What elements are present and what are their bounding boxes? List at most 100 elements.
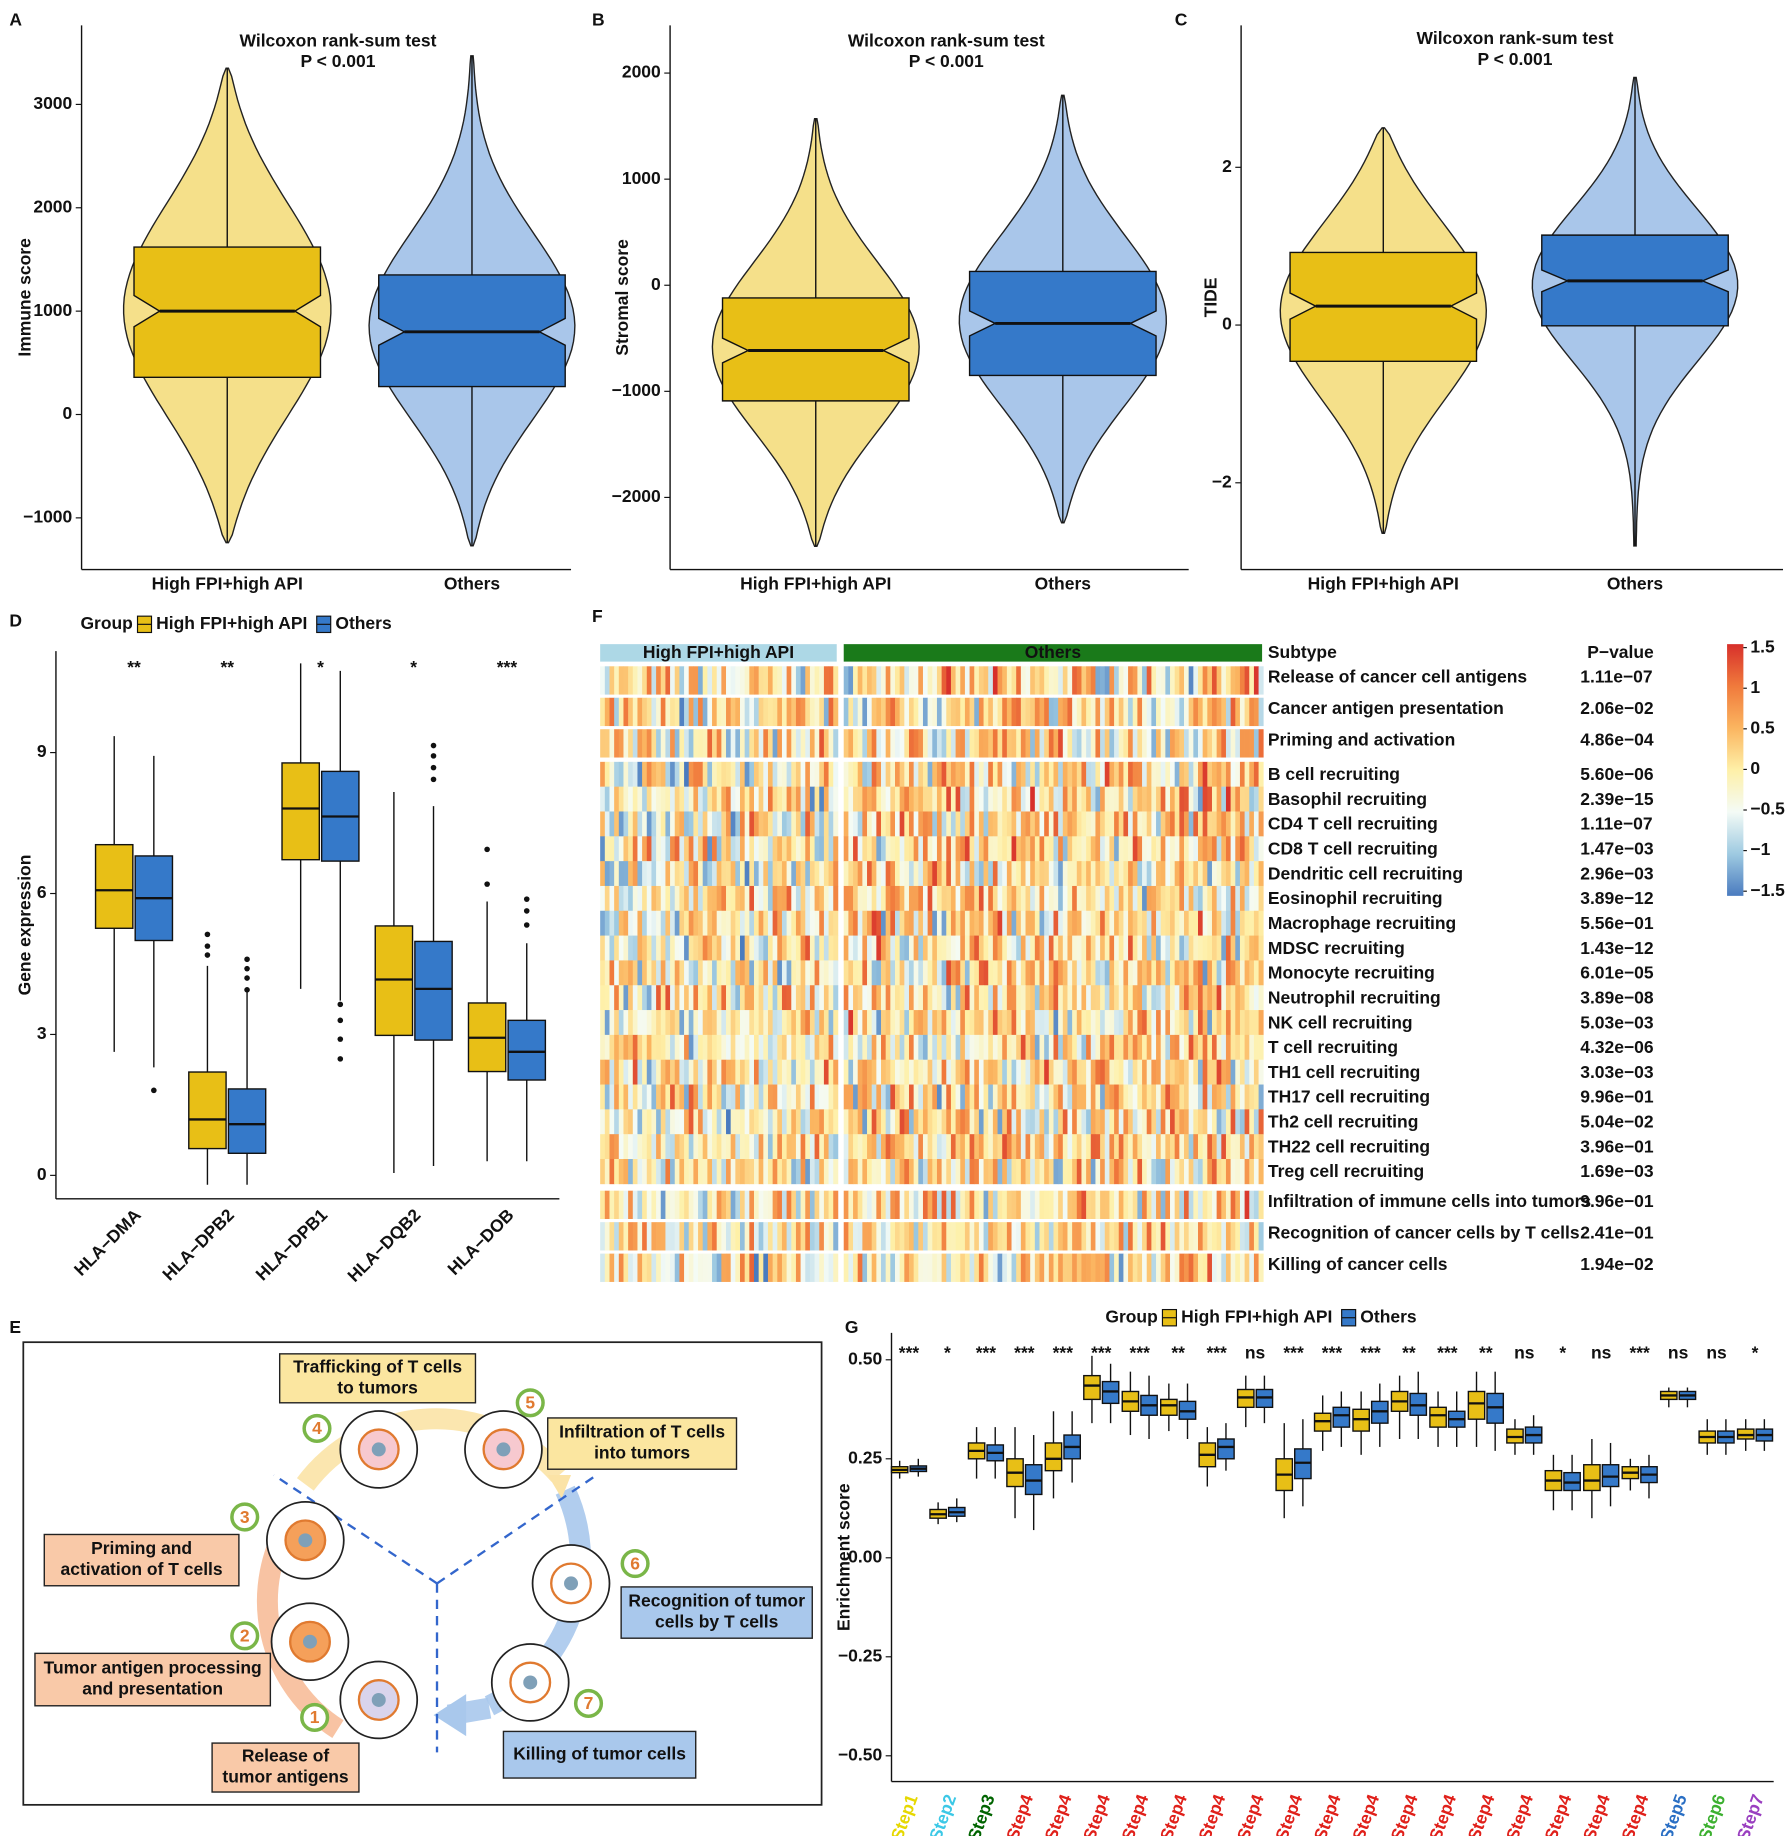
heatmap-cell xyxy=(983,697,989,727)
heatmap-cell xyxy=(604,811,610,837)
heatmap-cell xyxy=(1202,1059,1208,1085)
heatmap-cell xyxy=(604,761,610,788)
heatmap-cell xyxy=(1118,1190,1124,1220)
heatmap-cell xyxy=(1095,697,1101,727)
heatmap-cell xyxy=(983,935,989,961)
heatmap-cell xyxy=(1095,761,1101,788)
heatmap-cell xyxy=(988,836,994,862)
heatmap-cell xyxy=(969,1158,975,1185)
heatmap-cell xyxy=(604,666,610,695)
heatmap-cell xyxy=(1123,1084,1129,1110)
heatmap-cell xyxy=(623,1109,629,1135)
heatmap-cell xyxy=(1160,786,1166,812)
heatmap-cell xyxy=(862,1059,868,1085)
heatmap-cell xyxy=(997,935,1003,961)
heatmap-cell xyxy=(1030,1059,1036,1085)
heatmap-cell xyxy=(895,761,901,788)
heatmap-cell xyxy=(1239,729,1245,758)
heatmap-cell xyxy=(1239,786,1245,812)
heatmap-cell xyxy=(1179,811,1185,837)
heatmap-cell xyxy=(955,1059,961,1085)
heatmap-cell xyxy=(828,985,834,1011)
heatmap-cell xyxy=(716,697,722,727)
heatmap-cell xyxy=(772,729,778,758)
heatmap-cell xyxy=(941,861,947,887)
heatmap-cell xyxy=(679,811,685,837)
box xyxy=(1583,1464,1601,1492)
p-value: 5.04e−02 xyxy=(1580,1112,1654,1132)
heatmap-cell xyxy=(1188,836,1194,862)
heatmap-cell xyxy=(670,1084,676,1110)
heatmap-cell xyxy=(1216,1222,1222,1251)
heatmap-cell xyxy=(609,985,615,1011)
row-label: Release of cancer cell antigens xyxy=(1268,667,1527,687)
x-tick-label: Step4 xyxy=(1579,1791,1614,1836)
heatmap-cell xyxy=(913,960,919,986)
heatmap-cell xyxy=(1207,729,1213,758)
heatmap-cell xyxy=(646,1134,652,1160)
box xyxy=(414,940,453,1041)
heatmap-cell xyxy=(936,1134,942,1160)
heatmap-cell xyxy=(843,885,849,912)
heatmap-cell xyxy=(628,811,634,837)
heatmap-cell xyxy=(885,666,891,695)
heatmap-cell xyxy=(908,985,914,1011)
heatmap-cell xyxy=(735,985,741,1011)
heatmap-cell xyxy=(623,697,629,727)
heatmap-cell xyxy=(1039,1010,1045,1036)
heatmap-cell xyxy=(1151,1059,1157,1085)
y-tick-label: 0.25 xyxy=(848,1447,882,1467)
heatmap-cell xyxy=(881,885,887,912)
heatmap-cell xyxy=(922,1253,928,1282)
heatmap-cell xyxy=(932,935,938,961)
heatmap-cell xyxy=(758,1134,764,1160)
heatmap-cell xyxy=(809,811,815,837)
arrow-head xyxy=(433,1694,467,1737)
heatmap-cell xyxy=(600,1084,606,1110)
heatmap-cell xyxy=(1142,786,1148,812)
heatmap-cell xyxy=(1072,1109,1078,1135)
heatmap-cell xyxy=(1011,1190,1017,1220)
heatmap-cell xyxy=(1151,1253,1157,1282)
heatmap-cell xyxy=(969,666,975,695)
heatmap-cell xyxy=(688,1253,694,1282)
heatmap-cell xyxy=(609,885,615,912)
box xyxy=(188,1071,227,1150)
heatmap-cell xyxy=(960,910,966,936)
heatmap-cell xyxy=(890,1059,896,1085)
heatmap-cell xyxy=(862,1253,868,1282)
heatmap-cell xyxy=(1239,1084,1245,1110)
heatmap-cell xyxy=(1044,1034,1050,1061)
heatmap-cell xyxy=(665,836,671,862)
heatmap-cell xyxy=(1170,1158,1176,1185)
heatmap-cell xyxy=(988,960,994,986)
heatmap-cell xyxy=(1197,1109,1204,1135)
heatmap-cell xyxy=(656,935,662,961)
heatmap-cell xyxy=(992,1134,998,1160)
heatmap-cell xyxy=(1090,1034,1096,1061)
heatmap-cell xyxy=(1156,1190,1162,1220)
heatmap-cell xyxy=(1048,697,1054,727)
heatmap-cell xyxy=(618,1158,624,1185)
heatmap-cell xyxy=(1081,1109,1087,1135)
heatmap-cell xyxy=(964,910,970,936)
heatmap-cell xyxy=(908,1109,914,1135)
heatmap-cell xyxy=(862,1134,868,1160)
p-value: 3.96e−01 xyxy=(1580,1136,1654,1156)
heatmap-cell xyxy=(881,1158,887,1185)
heatmap-cell xyxy=(721,729,727,758)
x-tick-label: Step6 xyxy=(1694,1791,1729,1836)
heatmap-cell xyxy=(1062,836,1068,862)
heatmap-cell xyxy=(721,761,727,788)
heatmap-cell xyxy=(1006,697,1012,727)
heatmap-cell xyxy=(1034,1084,1040,1110)
heatmap-cell xyxy=(791,1034,797,1061)
heatmap-cell xyxy=(904,836,910,862)
heatmap-cell xyxy=(781,935,787,961)
heatmap-cell xyxy=(688,1010,694,1036)
row-label: CD4 T cell recruiting xyxy=(1268,814,1438,834)
heatmap-cell xyxy=(763,1158,769,1185)
heatmap-cell xyxy=(1095,1059,1101,1085)
heatmap-cell xyxy=(932,885,938,912)
heatmap-cell xyxy=(1193,1059,1199,1085)
